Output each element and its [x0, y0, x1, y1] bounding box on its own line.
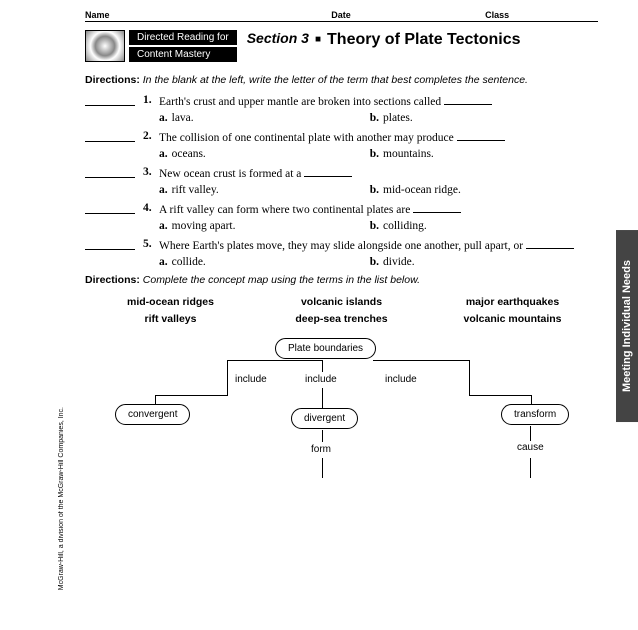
answer-blank[interactable]	[85, 130, 135, 142]
copyright: McGraw-Hill, a division of the McGraw-Hi…	[58, 407, 65, 590]
question-text: Where Earth's plates move, they may slid…	[159, 238, 598, 254]
label-include-right: include	[385, 374, 417, 385]
choice-b: b.mountains.	[370, 148, 581, 160]
question-row: 3.New ocean crust is formed at a	[85, 166, 598, 182]
choices-row: a.moving apart.b.colliding.	[159, 220, 598, 232]
question-row: 2.The collision of one continental plate…	[85, 130, 598, 146]
question-number: 1.	[143, 94, 159, 110]
question-number: 5.	[143, 238, 159, 254]
name-label: Name	[85, 10, 331, 20]
question-number: 3.	[143, 166, 159, 182]
answer-blank[interactable]	[85, 202, 135, 214]
choices-row: a.oceans.b.mountains.	[159, 148, 598, 160]
question-row: 5.Where Earth's plates move, they may sl…	[85, 238, 598, 254]
globe-icon	[85, 30, 125, 62]
term: volcanic islands	[256, 294, 427, 311]
choice-b: b.colliding.	[370, 220, 581, 232]
directions-2: Directions: Complete the concept map usi…	[85, 274, 598, 286]
question-number: 2.	[143, 130, 159, 146]
choice-a: a.lava.	[159, 112, 370, 124]
title-block: Directed Reading for Content Mastery Sec…	[85, 30, 598, 62]
choice-a: a.oceans.	[159, 148, 370, 160]
node-convergent: convergent	[115, 404, 190, 425]
choice-a: a.collide.	[159, 256, 370, 268]
question-text: A rift valley can form where two contine…	[159, 202, 598, 218]
choice-a: a.moving apart.	[159, 220, 370, 232]
question-text: The collision of one continental plate w…	[159, 130, 598, 146]
topic-title: Theory of Plate Tectonics	[327, 30, 521, 49]
header-row: Name Date Class	[85, 10, 598, 22]
label-cause: cause	[517, 442, 544, 453]
question-number: 4.	[143, 202, 159, 218]
choice-b: b.mid-ocean ridge.	[370, 184, 581, 196]
question-row: 4.A rift valley can form where two conti…	[85, 202, 598, 218]
choice-a: a.rift valley.	[159, 184, 370, 196]
node-divergent: divergent	[291, 408, 358, 429]
choices-row: a.rift valley.b.mid-ocean ridge.	[159, 184, 598, 196]
node-root: Plate boundaries	[275, 338, 376, 359]
class-label: Class	[485, 10, 598, 20]
date-label: Date	[331, 10, 485, 20]
choice-b: b.divide.	[370, 256, 581, 268]
choices-row: a.collide.b.divide.	[159, 256, 598, 268]
label-include-left: include	[235, 374, 267, 385]
directions-2-text: Complete the concept map using the terms…	[143, 274, 420, 286]
section-number: Section 3	[247, 30, 309, 46]
label-include-mid: include	[305, 374, 337, 385]
answer-blank[interactable]	[85, 166, 135, 178]
term: mid-ocean ridges	[85, 294, 256, 311]
directions-1-text: In the blank at the left, write the lett…	[143, 74, 528, 86]
term: rift valleys	[85, 311, 256, 328]
side-tab: Meeting Individual Needs	[616, 230, 638, 422]
term: major earthquakes	[427, 294, 598, 311]
question-row: 1.Earth's crust and upper mantle are bro…	[85, 94, 598, 110]
term: volcanic mountains	[427, 311, 598, 328]
term-list: mid-ocean ridges rift valleys volcanic i…	[85, 294, 598, 328]
question-text: New ocean crust is formed at a	[159, 166, 598, 182]
directions-1-label: Directions:	[85, 74, 140, 86]
choices-row: a.lava.b.plates.	[159, 112, 598, 124]
concept-map: Plate boundaries include include include…	[85, 338, 598, 488]
tag-line-1: Directed Reading for	[129, 30, 237, 45]
answer-blank[interactable]	[85, 94, 135, 106]
directions-1: Directions: In the blank at the left, wr…	[85, 74, 598, 86]
term: deep-sea trenches	[256, 311, 427, 328]
node-transform: transform	[501, 404, 569, 425]
label-form: form	[311, 444, 331, 455]
answer-blank[interactable]	[85, 238, 135, 250]
tag-line-2: Content Mastery	[129, 47, 237, 62]
question-text: Earth's crust and upper mantle are broke…	[159, 94, 598, 110]
directions-2-label: Directions:	[85, 274, 140, 286]
choice-b: b.plates.	[370, 112, 581, 124]
bullet-icon: ■	[315, 34, 321, 45]
